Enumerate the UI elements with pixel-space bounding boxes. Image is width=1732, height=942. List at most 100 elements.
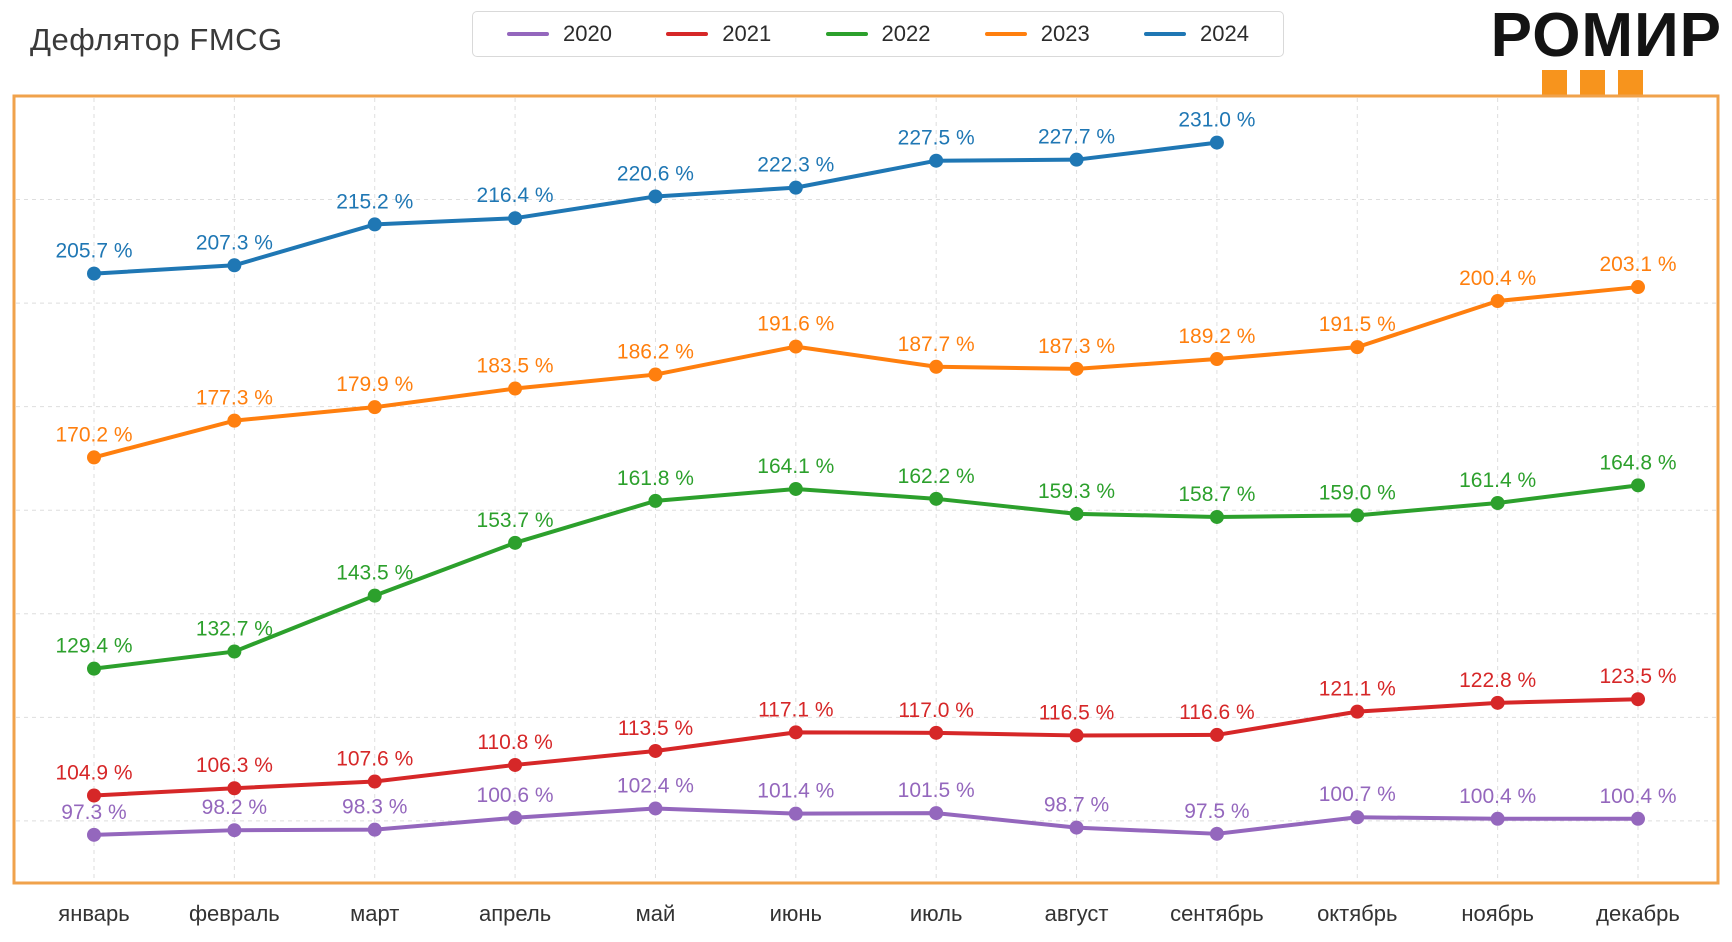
data-point-2021-июнь [788,725,803,740]
data-point-2021-июль [929,725,944,740]
data-label-2024-июль: 227.5 % [898,127,975,150]
romir-logo-squares [1477,70,1708,96]
data-point-2024-май [648,189,663,204]
data-label-2020-ноябрь: 100.4 % [1459,785,1536,808]
data-label-2023-сентябрь: 189.2 % [1178,325,1255,348]
data-point-2022-декабрь [1631,478,1645,493]
plot-area [12,94,1720,885]
data-label-2024-август: 227.7 % [1038,126,1115,149]
data-label-2022-май: 161.8 % [617,467,694,490]
data-point-2023-апрель [508,381,523,396]
legend-item-2024[interactable]: 2024 [1144,21,1249,47]
data-label-2020-сентябрь: 97.5 % [1184,800,1249,823]
data-point-2022-август [1069,506,1084,521]
data-label-2022-январь: 129.4 % [55,635,132,658]
data-label-2023-август: 187.3 % [1038,335,1115,358]
series-line-2020 [92,806,1640,837]
data-point-2020-декабрь [1631,811,1645,826]
data-point-2023-сентябрь [1209,352,1224,367]
data-point-2021-март [367,774,382,789]
data-point-2020-август [1069,820,1084,835]
data-point-2020-январь [87,827,101,842]
data-label-2021-июль: 117.0 % [898,699,974,722]
legend-item-2023[interactable]: 2023 [984,21,1090,47]
logo-square [1579,70,1605,96]
data-point-2022-февраль [227,644,242,659]
data-point-2021-январь [87,788,101,803]
data-label-2022-апрель: 153.7 % [477,509,554,532]
legend-label: 2024 [1200,21,1249,46]
data-label-2022-сентябрь: 158.7 % [1178,483,1255,506]
x-axis-label-август: август [1045,901,1109,926]
data-point-2021-август [1069,728,1084,743]
data-label-2024-май: 220.6 % [617,162,694,185]
data-label-2021-июнь: 117.1 % [758,698,834,721]
data-point-2023-март [367,400,382,415]
data-label-2021-сентябрь: 116.6 % [1179,701,1255,724]
legend-item-2021[interactable]: 2021 [666,21,771,47]
data-label-2024-март: 215.2 % [336,190,413,213]
data-point-2023-июль [929,359,944,374]
data-point-2022-январь [87,661,101,676]
x-axis-label-март: март [350,901,399,926]
x-axis-label-февраль: февраль [189,901,280,926]
x-axis-label-октябрь: октябрь [1317,901,1397,926]
data-label-2021-ноябрь: 122.8 % [1459,669,1536,692]
data-label-2022-декабрь: 164.8 % [1599,451,1676,474]
data-point-2020-октябрь [1350,810,1365,825]
legend-label: 2022 [881,21,931,46]
data-label-2022-октябрь: 159.0 % [1319,481,1396,504]
x-axis-label-декабрь: декабрь [1596,901,1680,926]
data-point-2022-ноябрь [1490,495,1505,510]
data-label-2023-ноябрь: 200.4 % [1459,267,1536,290]
data-label-2023-февраль: 177.3 % [196,387,273,410]
data-point-2021-октябрь [1350,704,1365,719]
data-point-2020-июль [929,806,944,821]
series-line-2023 [92,285,1640,460]
data-point-2022-июнь [788,481,803,496]
data-point-2023-июнь [788,339,803,354]
data-label-2023-апрель: 183.5 % [477,355,554,378]
data-point-2022-май [648,493,663,508]
data-point-2024-сентябрь [1209,135,1224,150]
data-label-2024-сентябрь: 231.0 % [1178,109,1255,132]
logo-square [1617,70,1643,96]
data-label-2021-март: 107.6 % [336,748,413,771]
legend-swatch-2023 [984,32,1027,36]
data-label-2021-апрель: 110.8 % [477,731,553,754]
x-axis-label-июнь: июнь [770,901,822,926]
data-label-2023-март: 179.9 % [336,373,413,396]
data-point-2023-май [648,367,663,382]
data-label-2020-июль: 101.5 % [898,779,975,802]
legend-item-2022[interactable]: 2022 [825,21,931,47]
data-point-2021-май [648,743,663,758]
data-label-2020-июнь: 101.4 % [757,780,834,803]
x-axis-label-июль: июль [910,901,963,926]
data-label-2024-июнь: 222.3 % [757,154,834,177]
data-label-2024-январь: 205.7 % [55,240,132,263]
data-point-2022-октябрь [1350,508,1365,523]
data-point-2023-октябрь [1350,340,1365,355]
data-point-2021-февраль [227,781,242,796]
data-label-2024-апрель: 216.4 % [477,184,554,207]
data-point-2020-ноябрь [1490,811,1505,826]
data-label-2022-июль: 162.2 % [898,465,975,488]
legend-label: 2020 [563,21,612,46]
data-point-2024-август [1069,152,1084,167]
legend-swatch-2022 [825,32,868,36]
legend-label: 2023 [1040,21,1090,46]
data-point-2023-декабрь [1631,280,1645,295]
x-axis-label-ноябрь: ноябрь [1461,901,1534,926]
data-point-2021-сентябрь [1209,727,1224,742]
data-label-2023-октябрь: 191.5 % [1319,313,1396,336]
romir-logo-text: РОМИР [1490,1,1722,70]
chart-title: Дефлятор FMCG [30,22,283,57]
data-point-2022-март [367,588,382,603]
data-label-2021-январь: 104.9 % [55,761,132,784]
legend-item-2020[interactable]: 2020 [507,21,612,47]
data-label-2020-октябрь: 100.7 % [1319,783,1396,806]
data-point-2020-июнь [788,806,803,821]
legend-swatch-2021 [666,32,709,36]
